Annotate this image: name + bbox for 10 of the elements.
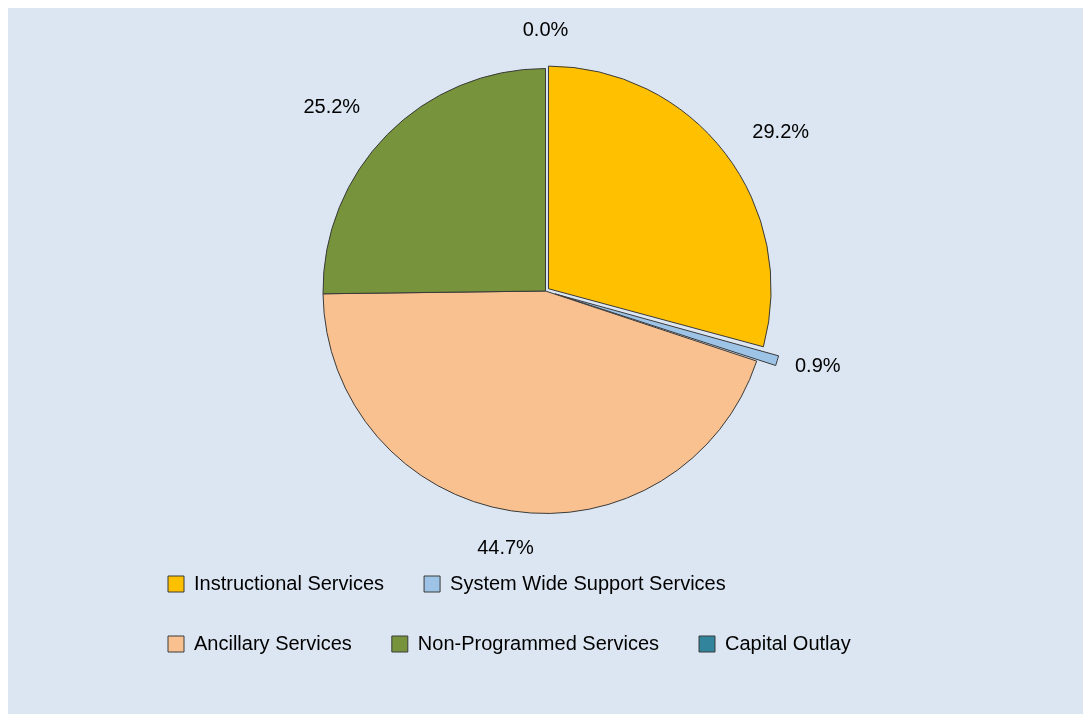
legend-label: Ancillary Services [194, 631, 352, 654]
data-label: 0.9% [794, 353, 841, 376]
legend-label: Instructional Services [194, 571, 385, 594]
legend-label: Non-Programmed Services [417, 631, 660, 654]
legend-label: Capital Outlay [725, 631, 851, 654]
data-label: 44.7% [477, 535, 535, 558]
data-label: 29.2% [752, 120, 810, 143]
text: 0.0% [522, 18, 569, 41]
legend-label: System Wide Support Services [450, 571, 726, 594]
data-label: 25.2% [303, 95, 361, 118]
